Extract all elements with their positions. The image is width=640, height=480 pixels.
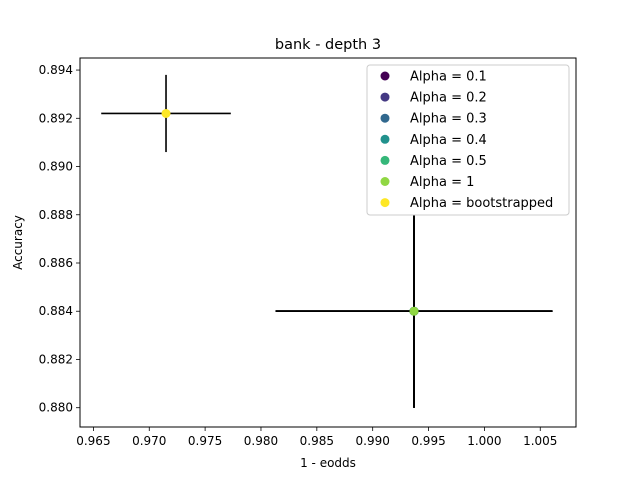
y-tick-label: 0.894 [39, 63, 73, 77]
y-tick-label: 0.880 [39, 401, 73, 415]
x-tick-label: 0.965 [76, 434, 110, 448]
legend-label: Alpha = 0.3 [410, 112, 487, 127]
legend-marker [380, 134, 390, 144]
x-tick-label: 0.980 [244, 434, 278, 448]
legend-label: Alpha = bootstrapped [410, 196, 553, 211]
y-axis: 0.880 0.882 0.884 0.886 0.888 0.890 0.892 0.894 [39, 63, 80, 415]
legend-marker [380, 92, 390, 102]
data-point [161, 108, 171, 118]
legend-marker [380, 177, 390, 186]
legend-marker [380, 71, 390, 81]
y-tick-label: 0.884 [39, 304, 73, 318]
y-tick-label: 0.886 [39, 256, 73, 270]
legend-marker [380, 113, 390, 123]
legend-label: Alpha = 0.1 [410, 70, 487, 85]
y-tick-label: 0.888 [39, 208, 73, 222]
legend-label: Alpha = 0.5 [410, 154, 487, 169]
x-tick-label: 1.005 [523, 434, 557, 448]
x-axis-label: 1 - eodds [300, 456, 356, 470]
x-tick-label: 0.990 [356, 434, 390, 448]
axes-frame [79, 57, 577, 428]
data-point [409, 306, 419, 316]
y-tick-label: 0.882 [39, 352, 73, 366]
y-tick-label: 0.892 [39, 111, 73, 125]
plot-area [101, 74, 553, 408]
legend-marker [380, 198, 390, 208]
y-tick-label: 0.890 [39, 160, 73, 174]
legend: Alpha = 0.1 Alpha = 0.2 Alpha = 0.3 Alpha =… [366, 64, 570, 216]
legend-label: Alpha = 0.2 [410, 91, 487, 106]
legend-frame [366, 64, 570, 216]
x-tick-label: 0.970 [132, 434, 166, 448]
x-tick-label: 1.000 [467, 434, 501, 448]
y-axis-label: Accuracy [11, 215, 25, 270]
x-tick-label: 0.975 [188, 434, 222, 448]
legend-marker [380, 155, 390, 165]
legend-label: Alpha = 1 [410, 175, 474, 190]
x-axis: 0.965 0.970 0.975 0.980 0.985 0.990 0.995 1.000… [76, 427, 557, 448]
chart-title: bank - depth 3 [275, 37, 381, 53]
legend-label: Alpha = 0.4 [410, 133, 487, 148]
x-tick-label: 0.985 [300, 434, 334, 448]
x-tick-label: 0.995 [411, 434, 445, 448]
